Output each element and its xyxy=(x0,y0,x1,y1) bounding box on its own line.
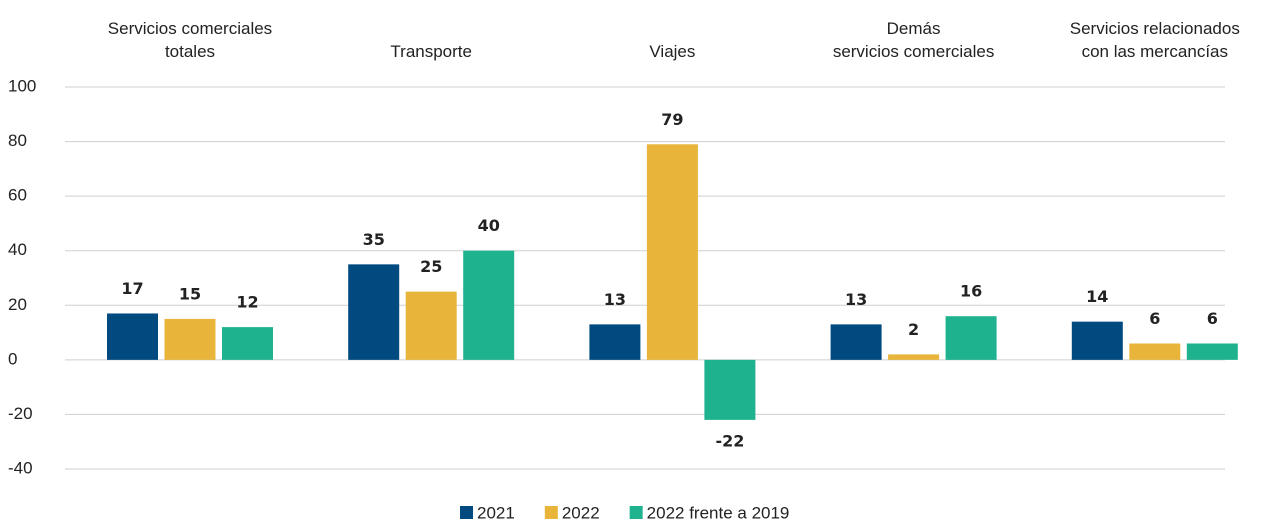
y-tick-label: -40 xyxy=(8,458,33,477)
value-label: 35 xyxy=(363,230,385,249)
y-tick-label: 20 xyxy=(8,295,27,314)
bar xyxy=(107,313,158,360)
value-label: 13 xyxy=(604,290,626,309)
value-label: 40 xyxy=(478,216,500,235)
value-label: 2 xyxy=(908,320,919,339)
legend-swatch xyxy=(629,506,643,519)
value-label: 12 xyxy=(236,293,258,312)
bar xyxy=(405,291,457,360)
bar xyxy=(646,144,698,360)
value-label: 13 xyxy=(845,290,867,309)
x-tick-label: Servicios relacionados con las mercancías xyxy=(1070,19,1240,61)
x-tick-label: Transporte xyxy=(390,42,472,61)
bar xyxy=(830,324,882,360)
bar xyxy=(1186,343,1238,360)
value-label: 14 xyxy=(1086,287,1108,306)
legend-swatch xyxy=(460,506,473,519)
value-label: 25 xyxy=(420,257,442,276)
bar xyxy=(1129,343,1181,360)
legend-label: 2021 xyxy=(477,503,515,521)
x-tick-label: Demás servicios comerciales xyxy=(833,19,995,61)
y-tick-label: 0 xyxy=(8,349,17,368)
y-tick-label: 60 xyxy=(8,186,27,205)
value-label: 79 xyxy=(661,110,683,129)
value-label: 6 xyxy=(1149,309,1160,328)
y-tick-label: -20 xyxy=(8,404,33,423)
legend-label: 2022 frente a 2019 xyxy=(647,503,790,521)
legend-swatch xyxy=(544,506,558,519)
y-tick-label: 80 xyxy=(8,131,27,150)
x-tick-label: Servicios comerciales totales xyxy=(108,19,272,61)
y-tick-label: 100 xyxy=(8,76,36,95)
bar xyxy=(589,324,641,360)
bar xyxy=(888,354,940,360)
bar xyxy=(945,316,997,360)
bar xyxy=(222,327,273,360)
value-label: 16 xyxy=(960,282,982,301)
y-tick-label: 40 xyxy=(8,240,27,259)
bar xyxy=(704,359,756,420)
value-label: 15 xyxy=(179,284,201,303)
x-tick-label: Viajes xyxy=(649,42,695,61)
bar xyxy=(348,264,400,360)
value-label: 17 xyxy=(121,279,143,298)
bar xyxy=(164,318,216,360)
value-label: -22 xyxy=(715,431,744,450)
bar xyxy=(1071,321,1123,360)
value-label: 6 xyxy=(1207,309,1218,328)
legend-label: 2022 xyxy=(562,503,600,521)
bar xyxy=(463,250,515,360)
